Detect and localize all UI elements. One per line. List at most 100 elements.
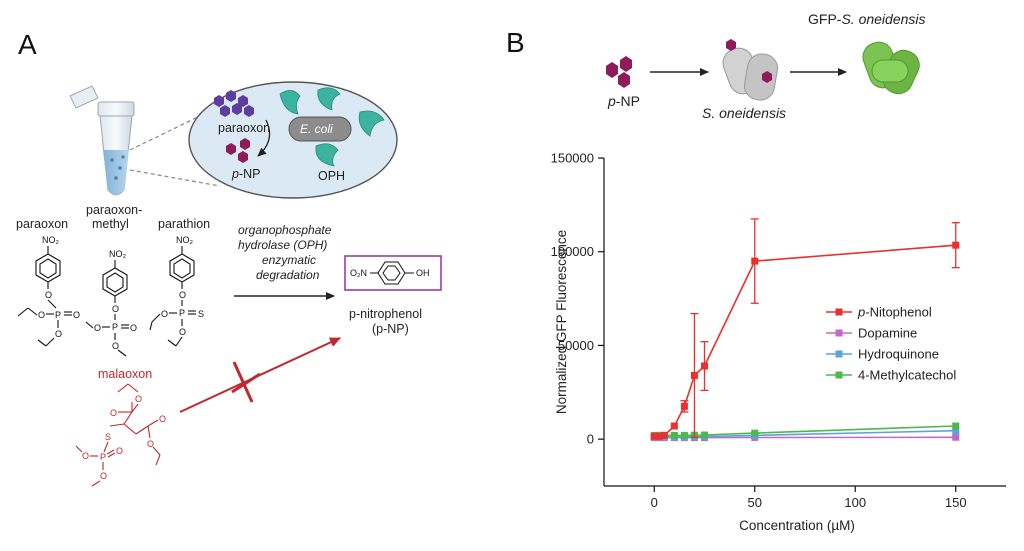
data-point (655, 432, 663, 440)
schematic-output-label: GFP-S. oneidensis (808, 11, 926, 27)
gfp-cells-icon (862, 41, 920, 95)
y-tick-label: 50000 (558, 338, 594, 353)
data-point (751, 429, 759, 437)
y-tick-label: 0 (587, 432, 594, 447)
data-point (690, 371, 698, 379)
data-point (701, 362, 708, 370)
cross-icon (231, 361, 261, 403)
panel-b-label: B (506, 27, 525, 58)
data-point (670, 422, 678, 430)
paraoxon-methyl-structure: NO₂ O P O O O (85, 249, 137, 357)
svg-text:O: O (55, 329, 62, 339)
svg-text:P: P (55, 310, 61, 320)
parathion-structure: NO₂ O P S O O (149, 235, 204, 347)
svg-text:NO₂: NO₂ (42, 235, 60, 245)
compound-name-parathion: parathion (158, 217, 210, 231)
paraoxon-bubble-label: paraoxon (218, 121, 270, 135)
compound-name-paraoxon: paraoxon (16, 217, 68, 231)
paraoxon-molecules-icon (214, 90, 254, 117)
shewanella-cells-icon (722, 39, 779, 101)
svg-text:O: O (135, 394, 142, 404)
product-name-1: p-nitrophenol (349, 307, 422, 321)
callout-line (129, 169, 221, 187)
pnp-molecules-icon (226, 138, 250, 163)
svg-text:O: O (179, 290, 186, 300)
panel-a-label: A (18, 29, 37, 60)
x-axis-title: Concentration (µM) (739, 518, 855, 533)
ecoli-label: E. coli (300, 122, 333, 136)
data-point (670, 431, 678, 439)
data-point (680, 431, 688, 439)
oph-enzyme-icon (279, 87, 385, 167)
compound-name-paraoxon-methyl-2: methyl (92, 217, 129, 231)
svg-text:O: O (116, 446, 123, 456)
x-tick-label: 100 (844, 495, 866, 510)
legend-swatch-marker (835, 308, 843, 316)
ecoli-cell-icon (288, 116, 352, 142)
enzyme-text-2: hydrolase (OPH) (238, 238, 327, 252)
svg-text:O₂N: O₂N (350, 268, 367, 278)
data-point (952, 427, 960, 435)
pnp-bubble-label: p-NP (231, 167, 260, 181)
svg-text:OH: OH (416, 268, 430, 278)
svg-text:S: S (198, 309, 204, 319)
schematic-organism-label: S. oneidensis (702, 105, 786, 121)
enzyme-text-1: organophosphate (238, 223, 332, 237)
chart-legend: p-Nitophenol Dopamine Hydroquinone 4-Methyl… (826, 305, 956, 383)
pnp-hexagons-icon (606, 56, 632, 88)
malaoxon-label: malaoxon (98, 367, 152, 381)
svg-text:S: S (105, 432, 111, 442)
svg-text:O: O (82, 451, 89, 461)
chart-axes: 0 50000 100000 150000 0 50 100 150 Concentration… (551, 151, 1006, 533)
conversion-arrow (257, 119, 271, 157)
svg-text:P: P (179, 308, 185, 318)
svg-text:O: O (130, 323, 137, 333)
chart-series (650, 218, 960, 442)
legend-swatch-marker (835, 329, 843, 337)
legend-entry: p-Nitophenol (857, 305, 932, 320)
compound-name-paraoxon-methyl-1: paraoxon- (86, 203, 142, 217)
legend-swatch-marker (835, 371, 843, 379)
product-name-2: (p-NP) (372, 322, 409, 336)
svg-text:O: O (73, 310, 80, 320)
svg-text:O: O (147, 439, 154, 449)
oph-label: OPH (318, 169, 345, 183)
gfp-chart: 0 50000 100000 150000 0 50 100 150 Concentration… (551, 151, 1006, 533)
enzyme-text-3: enzymatic (262, 253, 316, 267)
legend-entry: 4-Methylcatechol (858, 368, 956, 383)
paraoxon-structure: NO₂ O P O O O (17, 235, 80, 347)
data-point (952, 433, 960, 441)
svg-text:O: O (112, 341, 119, 351)
svg-text:NO₂: NO₂ (176, 235, 194, 245)
svg-text:O: O (38, 310, 45, 320)
svg-text:O: O (45, 290, 52, 300)
svg-text:O: O (179, 327, 186, 337)
schematic-input-label: p-NP (607, 93, 640, 109)
svg-text:O: O (100, 471, 107, 481)
series-3 (650, 422, 960, 439)
legend-swatch-marker (835, 350, 843, 358)
tube-icon (69, 85, 135, 196)
svg-text:O: O (161, 309, 168, 319)
svg-text:O: O (94, 323, 101, 333)
pnp-structure: O₂N OH (350, 261, 430, 285)
data-point (701, 431, 708, 439)
y-axis-title: Normalized GFP Fluorescence (554, 230, 569, 414)
callout-line (129, 111, 209, 151)
x-tick-label: 0 (651, 495, 658, 510)
svg-text:O: O (110, 408, 117, 418)
data-point (680, 402, 688, 410)
y-tick-label: 150000 (551, 151, 594, 166)
legend-entry: Dopamine (858, 326, 917, 341)
svg-text:O: O (159, 414, 166, 424)
enzyme-text-4: degradation (256, 268, 320, 282)
data-point (650, 432, 658, 440)
data-point (952, 422, 960, 430)
legend-entry: Hydroquinone (858, 347, 939, 362)
svg-text:NO₂: NO₂ (109, 249, 127, 259)
y-tick-label: 100000 (551, 244, 594, 259)
svg-text:P: P (112, 322, 118, 332)
data-point (751, 257, 759, 265)
data-point (660, 431, 668, 439)
